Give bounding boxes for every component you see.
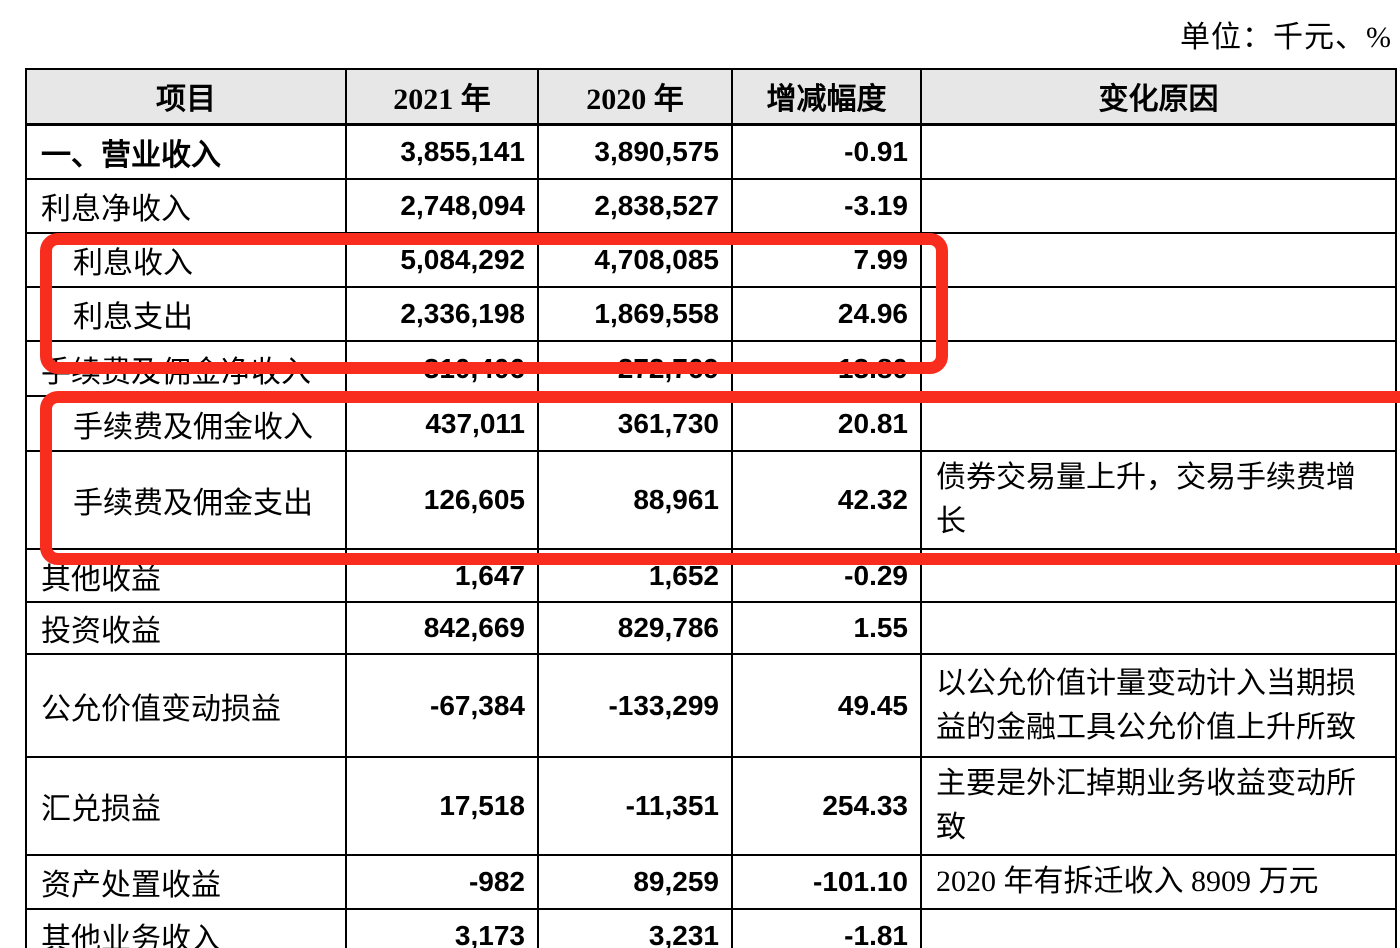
value-2020-cell: 361,730 xyxy=(537,395,733,452)
item-cell: 手续费及佣金支出 xyxy=(25,450,347,550)
reason-cell: 2020 年有拆迁收入 8909 万元 xyxy=(920,854,1397,910)
value-2021-cell: 1,647 xyxy=(345,548,539,603)
change-cell: 13.80 xyxy=(731,340,922,397)
col-header-item: 项目 xyxy=(25,68,347,126)
change-cell: -0.29 xyxy=(731,548,922,603)
value-2021-cell: 17,518 xyxy=(345,756,539,856)
financial-table: 项目 2021 年 2020 年 增减幅度 变化原因 一、营业收入 3,855,… xyxy=(25,68,1397,948)
unit-label: 单位：千元、% xyxy=(1180,21,1392,54)
value-2020-cell: 1,652 xyxy=(537,548,733,603)
header-row: 项目 2021 年 2020 年 增减幅度 变化原因 xyxy=(25,68,1397,126)
change-cell: -1.81 xyxy=(731,908,922,948)
value-2020-cell: -133,299 xyxy=(537,653,733,758)
value-2020-cell: 3,231 xyxy=(537,908,733,948)
reason-cell xyxy=(920,395,1397,452)
change-cell: 254.33 xyxy=(731,756,922,856)
change-cell: 49.45 xyxy=(731,653,922,758)
value-2020-cell: 1,869,558 xyxy=(537,286,733,342)
reason-cell xyxy=(920,548,1397,603)
reason-cell xyxy=(920,340,1397,397)
value-2020-cell: 3,890,575 xyxy=(537,123,733,180)
item-cell: 汇兑损益 xyxy=(25,756,347,856)
table-row: 手续费及佣金收入 437,011 361,730 20.81 xyxy=(25,395,1397,452)
value-2021-cell: -982 xyxy=(345,854,539,910)
reason-cell: 主要是外汇掉期业务收益变动所致 xyxy=(920,756,1397,856)
value-2021-cell: 2,748,094 xyxy=(345,178,539,234)
value-2021-cell: 126,605 xyxy=(345,450,539,550)
value-2021-cell: 5,084,292 xyxy=(345,232,539,288)
change-cell: -101.10 xyxy=(731,854,922,910)
item-cell: 其他业务收入 xyxy=(25,908,347,948)
change-cell: 20.81 xyxy=(731,395,922,452)
table-row: 利息支出 2,336,198 1,869,558 24.96 xyxy=(25,286,1397,342)
table-row: 公允价值变动损益 -67,384 -133,299 49.45 以公允价值计量变… xyxy=(25,653,1397,758)
reason-cell xyxy=(920,178,1397,234)
table-row: 一、营业收入 3,855,141 3,890,575 -0.91 xyxy=(25,123,1397,180)
table-row: 汇兑损益 17,518 -11,351 254.33 主要是外汇掉期业务收益变动… xyxy=(25,756,1397,856)
col-header-reason: 变化原因 xyxy=(920,68,1397,126)
value-2020-cell: 272,769 xyxy=(537,340,733,397)
item-cell: 资产处置收益 xyxy=(25,854,347,910)
table-row: 资产处置收益 -982 89,259 -101.10 2020 年有拆迁收入 8… xyxy=(25,854,1397,910)
reason-cell xyxy=(920,123,1397,180)
item-cell: 手续费及佣金净收入 xyxy=(25,340,347,397)
change-cell: 24.96 xyxy=(731,286,922,342)
change-cell: 7.99 xyxy=(731,232,922,288)
item-cell: 利息净收入 xyxy=(25,178,347,234)
reason-cell xyxy=(920,908,1397,948)
value-2020-cell: -11,351 xyxy=(537,756,733,856)
value-2020-cell: 2,838,527 xyxy=(537,178,733,234)
reason-cell: 以公允价值计量变动计入当期损益的金融工具公允价值上升所致 xyxy=(920,653,1397,758)
value-2020-cell: 4,708,085 xyxy=(537,232,733,288)
col-header-2020: 2020 年 xyxy=(537,68,733,126)
item-cell: 利息支出 xyxy=(25,286,347,342)
value-2021-cell: 310,406 xyxy=(345,340,539,397)
item-cell: 手续费及佣金收入 xyxy=(25,395,347,452)
change-cell: -0.91 xyxy=(731,123,922,180)
table-row: 手续费及佣金支出 126,605 88,961 42.32 债券交易量上升，交易… xyxy=(25,450,1397,550)
item-cell: 投资收益 xyxy=(25,601,347,655)
value-2021-cell: 3,173 xyxy=(345,908,539,948)
value-2020-cell: 829,786 xyxy=(537,601,733,655)
table-row: 投资收益 842,669 829,786 1.55 xyxy=(25,601,1397,655)
value-2021-cell: 842,669 xyxy=(345,601,539,655)
change-cell: -3.19 xyxy=(731,178,922,234)
table-row: 其他业务收入 3,173 3,231 -1.81 xyxy=(25,908,1397,948)
value-2020-cell: 89,259 xyxy=(537,854,733,910)
change-cell: 42.32 xyxy=(731,450,922,550)
table-row: 利息收入 5,084,292 4,708,085 7.99 xyxy=(25,232,1397,288)
table-row: 利息净收入 2,748,094 2,838,527 -3.19 xyxy=(25,178,1397,234)
value-2021-cell: 3,855,141 xyxy=(345,123,539,180)
col-header-change: 增减幅度 xyxy=(731,68,922,126)
item-cell: 其他收益 xyxy=(25,548,347,603)
reason-cell xyxy=(920,601,1397,655)
reason-cell xyxy=(920,232,1397,288)
value-2021-cell: 437,011 xyxy=(345,395,539,452)
value-2021-cell: -67,384 xyxy=(345,653,539,758)
reason-cell: 债券交易量上升，交易手续费增长 xyxy=(920,450,1397,550)
item-cell: 一、营业收入 xyxy=(25,123,347,180)
reason-cell xyxy=(920,286,1397,342)
value-2020-cell: 88,961 xyxy=(537,450,733,550)
item-cell: 利息收入 xyxy=(25,232,347,288)
item-cell: 公允价值变动损益 xyxy=(25,653,347,758)
value-2021-cell: 2,336,198 xyxy=(345,286,539,342)
table-row: 手续费及佣金净收入 310,406 272,769 13.80 xyxy=(25,340,1397,397)
col-header-2021: 2021 年 xyxy=(345,68,539,126)
change-cell: 1.55 xyxy=(731,601,922,655)
table-row: 其他收益 1,647 1,652 -0.29 xyxy=(25,548,1397,603)
